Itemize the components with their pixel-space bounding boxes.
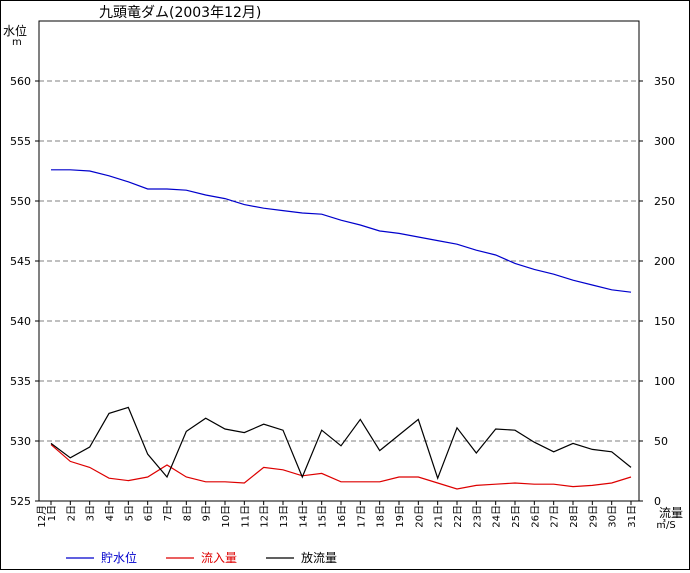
left-axis-unit: m <box>12 37 22 48</box>
x-tick-label: 25日 <box>511 505 522 528</box>
left-tick-label: 530 <box>10 435 31 448</box>
x-tick-label: 21日 <box>434 505 445 528</box>
x-tick-label: 29日 <box>588 505 599 528</box>
x-tick-label: 6日 <box>144 505 155 521</box>
gridlines <box>39 80 639 442</box>
left-tick-label: 525 <box>10 495 31 508</box>
x-tick-label: 18日 <box>376 505 387 528</box>
x-tick-label: 2日 <box>66 505 77 521</box>
x-tick-label: 30日 <box>608 505 619 528</box>
x-tick-label: 5日 <box>124 505 135 521</box>
left-tick-label: 540 <box>10 315 31 328</box>
x-tick-label: 11日 <box>240 505 251 528</box>
x-tick-label: 16日 <box>337 505 348 528</box>
left-axis-ticks: 525 530 535 540 545 550 555 560 <box>10 75 39 508</box>
chart-title: 九頭竜ダム(2003年12月) <box>99 4 261 21</box>
legend: 貯水位 流入量 放流量 <box>66 550 337 565</box>
legend-label: 貯水位 <box>101 550 137 565</box>
left-tick-label: 550 <box>10 195 31 208</box>
right-tick-label: 300 <box>654 135 675 148</box>
x-tick-label: 3日 <box>86 505 97 521</box>
x-tick-label: 24日 <box>492 505 503 528</box>
x-tick-label: 31日 <box>627 505 638 528</box>
legend-label: 流入量 <box>201 551 237 565</box>
series-line <box>50 444 632 490</box>
x-tick-label: 20日 <box>414 505 425 528</box>
series-line <box>51 169 632 293</box>
x-tick-label: 27日 <box>550 505 561 528</box>
right-tick-label: 0 <box>654 495 661 508</box>
x-tick-label: 13日 <box>279 505 290 528</box>
x-tick-label: 12日 <box>260 505 271 528</box>
left-tick-label: 535 <box>10 375 31 388</box>
legend-label: 放流量 <box>301 550 337 565</box>
x-tick-label: 28日 <box>569 505 580 528</box>
x-tick-label: 9日 <box>202 505 213 521</box>
x-tick-label: 4日 <box>105 505 116 521</box>
left-tick-label: 560 <box>10 75 31 88</box>
series-lines <box>50 169 632 490</box>
right-tick-label: 350 <box>654 75 675 88</box>
series-line <box>50 406 632 480</box>
x-tick-label: 22日 <box>453 505 464 528</box>
x-month-label: 12月 <box>36 505 48 528</box>
right-axis-ticks: 0 50 100 150 200 250 300 350 <box>639 75 675 508</box>
x-tick-label: 19日 <box>395 505 406 528</box>
right-tick-label: 150 <box>654 315 675 328</box>
x-tick-label: 26日 <box>530 505 541 528</box>
x-tick-label: 10日 <box>221 505 232 528</box>
right-tick-label: 250 <box>654 195 675 208</box>
x-tick-label: 7日 <box>163 505 174 521</box>
right-axis-unit: ㎥/S <box>656 518 676 531</box>
x-tick-label: 15日 <box>318 505 329 528</box>
right-tick-label: 50 <box>654 435 668 448</box>
x-tick-label: 14日 <box>298 505 309 528</box>
left-tick-label: 545 <box>10 255 31 268</box>
left-tick-label: 555 <box>10 135 31 148</box>
right-tick-label: 200 <box>654 255 675 268</box>
x-tick-label: 1日 <box>47 505 58 521</box>
left-axis-label: 水位 <box>3 23 27 38</box>
x-axis-ticks: 1日 2日 3日 4日 5日 6日 7日 8日 9日 10日 11日 12日 13日 14日 15日 16日 1… <box>36 501 638 528</box>
right-axis-label: 流量 <box>659 506 683 520</box>
right-tick-label: 100 <box>654 375 675 388</box>
x-tick-label: 17日 <box>356 505 367 528</box>
x-tick-label: 8日 <box>182 505 193 521</box>
x-tick-label: 23日 <box>472 505 483 528</box>
